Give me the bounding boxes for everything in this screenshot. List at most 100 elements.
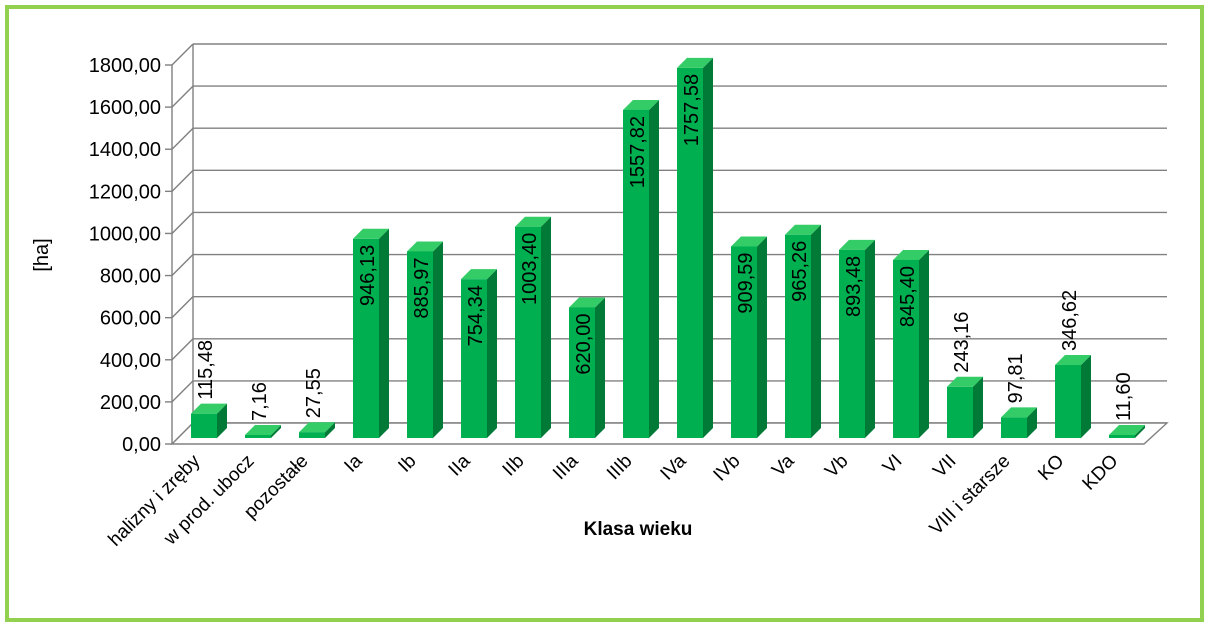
bar-top xyxy=(1001,407,1037,418)
chart-frame: 0,00 200,00 400,00 600,00 800,00 1000,00 1200,… xyxy=(5,5,1204,622)
x-tick-label: IIa xyxy=(445,450,475,480)
bar xyxy=(1109,435,1135,438)
bar-side xyxy=(541,216,551,438)
value-label: 965,26 xyxy=(789,241,811,302)
value-label: 115,48 xyxy=(195,340,217,400)
x-tick-label: IVa xyxy=(657,450,691,484)
y-tick-label: 1000,00 xyxy=(89,223,161,245)
bar xyxy=(353,238,379,438)
y-tick-label: 1200,00 xyxy=(89,181,161,203)
value-label: 1757,58 xyxy=(681,74,703,146)
bar-top xyxy=(569,297,605,308)
x-tick-label: halizny i zręby xyxy=(105,450,205,550)
bar-top xyxy=(1055,355,1091,366)
gridline-side xyxy=(171,85,194,108)
bar xyxy=(893,259,919,438)
bar-side xyxy=(325,422,335,438)
x-tick-label: VII xyxy=(929,451,960,482)
bar-top xyxy=(947,376,983,387)
value-label: 845,40 xyxy=(897,266,919,327)
value-label: 1003,40 xyxy=(519,233,541,305)
bar-top xyxy=(407,241,443,252)
gridline-side xyxy=(171,296,194,319)
value-label: 885,97 xyxy=(411,257,433,318)
bar-top xyxy=(785,224,821,235)
value-label: 946,13 xyxy=(357,245,379,306)
x-tick-label: IVb xyxy=(710,451,745,486)
bar-side xyxy=(487,269,497,438)
y-tick-label: 1800,00 xyxy=(89,55,161,77)
y-tick-label: 800,00 xyxy=(100,266,161,288)
x-tick-label: IIIb xyxy=(603,451,637,485)
x-tick-label: Ia xyxy=(340,450,366,476)
bar-top xyxy=(245,425,281,435)
value-label: 620,00 xyxy=(573,313,595,374)
bar xyxy=(947,386,973,438)
bar-top xyxy=(353,228,389,239)
bar xyxy=(1055,365,1081,438)
bar-side xyxy=(271,425,281,438)
bar xyxy=(299,432,325,438)
gridline-side xyxy=(171,254,194,277)
value-label: 7,16 xyxy=(249,382,271,421)
bar xyxy=(785,234,811,438)
y-tick-label: 600,00 xyxy=(100,308,161,330)
bar xyxy=(461,279,487,438)
bar xyxy=(407,251,433,438)
value-label: 346,62 xyxy=(1059,290,1081,351)
x-tick-label: Va xyxy=(768,450,799,481)
bar xyxy=(1001,417,1027,438)
x-tick-label: KO xyxy=(1034,451,1068,485)
bar-side xyxy=(919,249,929,438)
gridline-side xyxy=(171,127,194,150)
bar-side xyxy=(973,376,983,438)
bar-side xyxy=(433,241,443,438)
gridline-side xyxy=(171,211,194,234)
gridline-side xyxy=(171,43,194,66)
bar-side xyxy=(757,236,767,438)
bar xyxy=(731,246,757,438)
x-tick-label: Vb xyxy=(821,451,852,482)
bar-side xyxy=(649,99,659,439)
bar-top xyxy=(191,403,227,414)
x-tick-label: IIIa xyxy=(549,450,583,484)
bar-top xyxy=(1109,425,1145,435)
y-tick-label: 1600,00 xyxy=(89,97,161,119)
bar xyxy=(677,67,703,438)
value-label: 893,48 xyxy=(843,256,865,317)
bar-chart: 0,00 200,00 400,00 600,00 800,00 1000,00 1200,… xyxy=(31,43,1169,551)
value-label: 11,60 xyxy=(1113,372,1135,421)
bar-top xyxy=(299,422,335,433)
value-label: 754,34 xyxy=(465,285,487,346)
bar-side xyxy=(379,228,389,438)
value-label: 909,59 xyxy=(735,252,757,313)
bar-top xyxy=(677,57,713,68)
bar xyxy=(569,307,595,438)
bar-side xyxy=(595,297,605,438)
bar-side xyxy=(1135,425,1145,438)
bar xyxy=(245,435,271,438)
bar-side xyxy=(703,57,713,439)
y-tick-label: 200,00 xyxy=(100,392,161,414)
y-tick-label: 0,00 xyxy=(122,434,161,456)
y-axis-title: [ha] xyxy=(31,238,53,271)
bar xyxy=(515,226,541,438)
value-label: 243,16 xyxy=(951,312,973,373)
x-tick-label: IIb xyxy=(499,451,529,481)
bar-top xyxy=(731,236,767,247)
gridline-side xyxy=(171,169,194,192)
x-tick-label: VI xyxy=(879,451,907,479)
value-label: 1557,82 xyxy=(627,116,649,188)
bar-side xyxy=(811,224,821,438)
bar xyxy=(191,413,217,438)
bar-top xyxy=(515,216,551,227)
bar-side xyxy=(1081,355,1091,438)
bar-side xyxy=(217,403,227,438)
bar xyxy=(623,109,649,439)
bar-top xyxy=(623,99,659,110)
bar-top xyxy=(839,239,875,250)
gridline-side xyxy=(171,338,194,361)
bar-side xyxy=(865,239,875,438)
x-tick-label: Ib xyxy=(394,451,420,477)
y-tick-label: 400,00 xyxy=(100,350,161,372)
